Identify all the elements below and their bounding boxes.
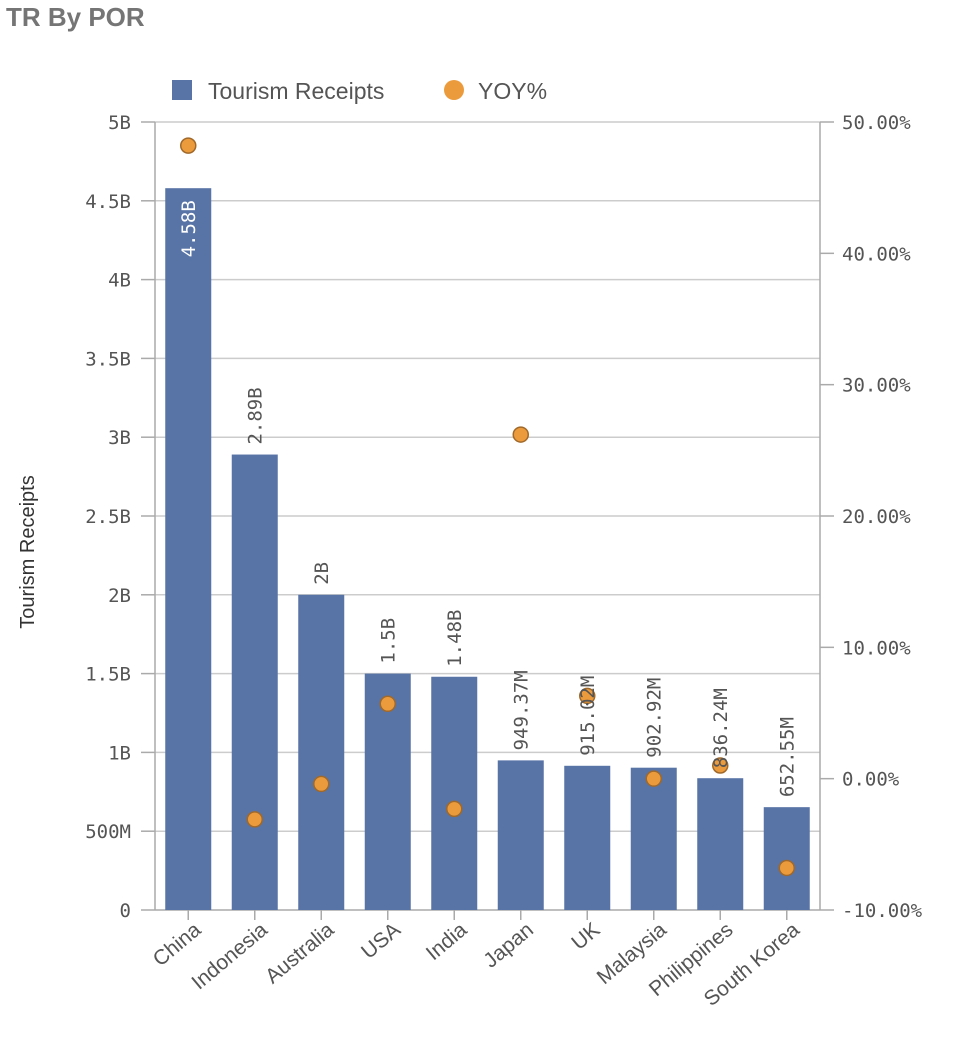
y-tick-label: 4.5B: [85, 191, 131, 213]
bar: [497, 760, 544, 910]
x-tick-label: India: [422, 918, 472, 965]
yoy-marker: [313, 775, 330, 793]
x-tick-label: Australia: [261, 918, 339, 988]
bar-series: [165, 188, 810, 910]
x-tick-label: Japan: [479, 918, 538, 972]
bar-value-label: 1.5B: [378, 618, 400, 664]
bar-value-label: 652.55M: [777, 717, 799, 797]
y-tick-label: 5B: [108, 112, 131, 134]
bar-value-label: 1.48B: [444, 610, 466, 667]
bar: [697, 778, 744, 910]
y-tick-label: 2B: [108, 585, 131, 607]
legend-swatch-bars: [172, 80, 192, 100]
yoy-marker: [778, 859, 795, 877]
y2-tick-label: -10.00%: [842, 900, 923, 922]
bar-value-label: 836.24M: [710, 688, 732, 768]
yoy-marker: [446, 800, 463, 818]
y2-tick-label: 30.00%: [842, 375, 911, 397]
bar-value-label: 915.02M: [577, 676, 599, 756]
legend-label-bars: Tourism Receipts: [208, 78, 384, 104]
y-tick-label: 0: [120, 900, 131, 922]
legend-swatch-markers: [444, 80, 464, 100]
y2-tick-label: 0.00%: [842, 769, 900, 791]
yoy-marker: [579, 687, 596, 705]
bar: [630, 767, 677, 910]
marker-series: [180, 137, 795, 877]
y2-tick-label: 50.00%: [842, 112, 911, 134]
bar-value-label: 949.37M: [511, 670, 533, 750]
y2-tick-label: 10.00%: [842, 637, 911, 659]
bar: [364, 673, 411, 910]
y2-tick-label: 40.00%: [842, 243, 911, 265]
bar: [231, 454, 278, 910]
bar: [763, 807, 810, 910]
yoy-marker: [712, 757, 729, 774]
y-tick-label: 2.5B: [85, 506, 131, 528]
x-tick-label: Indonesia: [187, 918, 272, 994]
bar-value-label: 902.92M: [644, 678, 666, 758]
yoy-marker: [645, 770, 662, 787]
x-tick-label: UK: [567, 918, 604, 954]
data-labels: 4.58B 2.89B 2B 1.5B 1.48B 949.37M 915.02M 902.9…: [178, 200, 799, 797]
yoy-marker: [379, 695, 396, 713]
x-tick-label: USA: [357, 918, 405, 963]
legend: Tourism Receipts YOY%: [172, 78, 547, 104]
yoy-marker: [512, 426, 529, 443]
y-tick-label: 3.5B: [85, 348, 131, 370]
y-tick-label: 1B: [108, 742, 131, 764]
y-tick-label: 3B: [108, 427, 131, 449]
bar-value-label: 2B: [311, 562, 333, 585]
x-tick-label: China: [149, 918, 206, 971]
y-axis-title: Tourism Receipts: [17, 475, 39, 628]
bar: [298, 594, 345, 910]
bar-value-label: 2.89B: [245, 387, 267, 444]
y-tick-label: 4B: [108, 270, 131, 292]
legend-label-markers: YOY%: [478, 78, 547, 104]
chart-title: TR By POR: [6, 2, 145, 32]
yoy-marker: [246, 811, 263, 828]
bar: [564, 765, 611, 910]
y-tick-label: 500M: [85, 821, 131, 843]
bar: [165, 188, 212, 910]
bar-value-label: 4.58B: [178, 200, 200, 257]
y-tick-label: 1.5B: [85, 664, 131, 686]
bar: [431, 676, 478, 910]
yoy-marker: [180, 137, 197, 154]
y2-tick-label: 20.00%: [842, 506, 911, 528]
